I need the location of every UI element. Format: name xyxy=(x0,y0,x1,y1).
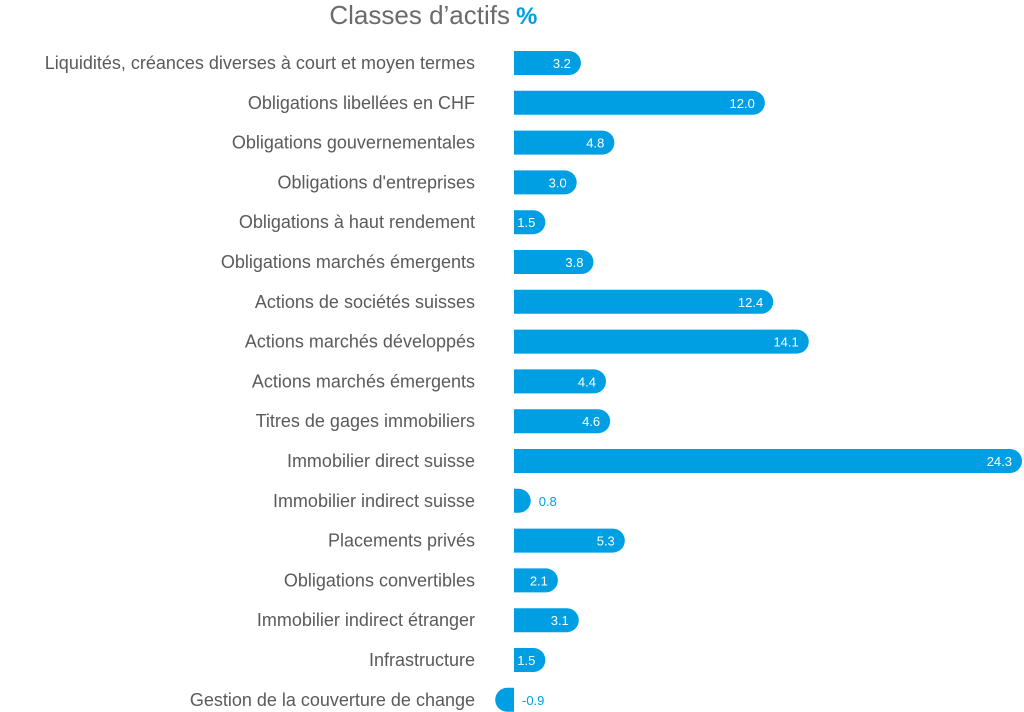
bars xyxy=(495,51,1022,712)
bar xyxy=(514,130,615,155)
value-label: 3.2 xyxy=(553,56,571,71)
value-label: 24.3 xyxy=(987,454,1012,469)
value-label: 12.4 xyxy=(738,295,763,310)
bar xyxy=(514,488,531,513)
category-label: Gestion de la couverture de change xyxy=(190,690,475,710)
value-labels: 3.2 12.0 4.8 3.0 1.5 3.8 12.4 14.1 4.4 4.6 24.3 0.8… xyxy=(517,56,1012,708)
chart-title: Classes d’actifs xyxy=(329,0,510,30)
bar xyxy=(514,51,581,75)
value-label: 2.1 xyxy=(530,573,548,588)
bar xyxy=(514,90,765,115)
bar xyxy=(514,369,606,394)
category-label: Obligations à haut rendement xyxy=(239,212,475,232)
category-label: Immobilier indirect suisse xyxy=(273,491,475,511)
bar xyxy=(514,608,579,633)
category-label: Obligations marchés émergents xyxy=(221,252,475,272)
bar xyxy=(514,329,809,354)
value-label: 4.4 xyxy=(578,374,596,389)
category-label: Immobilier indirect étranger xyxy=(257,610,475,630)
category-label: Infrastructure xyxy=(369,650,475,670)
value-label: 3.8 xyxy=(565,255,583,270)
bar xyxy=(514,648,546,672)
value-label: 3.1 xyxy=(551,613,569,628)
chart-unit-label: % xyxy=(516,3,537,30)
value-label: -0.9 xyxy=(522,693,544,708)
bar xyxy=(514,528,625,553)
category-label: Actions marchés émergents xyxy=(252,371,475,391)
category-label: Titres de gages immobiliers xyxy=(256,411,475,431)
value-label: 1.5 xyxy=(517,215,535,230)
category-label: Placements privés xyxy=(328,531,475,551)
value-label: 5.3 xyxy=(597,534,615,549)
bar xyxy=(514,170,577,195)
category-label: Obligations gouvernementales xyxy=(232,133,475,153)
value-label: 0.8 xyxy=(539,494,557,509)
category-label: Liquidités, créances diverses à court et… xyxy=(45,53,475,73)
category-label: Obligations convertibles xyxy=(284,570,475,590)
category-label: Obligations d'entreprises xyxy=(277,172,475,192)
bar xyxy=(514,568,558,593)
bar xyxy=(514,449,1022,473)
category-label: Actions de sociétés suisses xyxy=(255,292,475,312)
category-label: Immobilier direct suisse xyxy=(287,451,475,471)
value-label: 4.6 xyxy=(582,414,600,429)
category-label: Actions marchés développés xyxy=(245,332,475,352)
value-label: 4.8 xyxy=(586,136,604,151)
bar xyxy=(495,687,514,712)
value-label: 3.0 xyxy=(549,175,567,190)
bar xyxy=(514,409,611,434)
category-label: Obligations libellées en CHF xyxy=(248,93,475,113)
bar xyxy=(514,289,774,314)
category-labels: Liquidités, créances diverses à court et… xyxy=(45,53,475,710)
bar xyxy=(514,250,594,274)
value-label: 12.0 xyxy=(730,96,755,111)
value-label: 14.1 xyxy=(773,335,798,350)
value-label: 1.5 xyxy=(517,653,535,668)
bar xyxy=(514,210,546,235)
